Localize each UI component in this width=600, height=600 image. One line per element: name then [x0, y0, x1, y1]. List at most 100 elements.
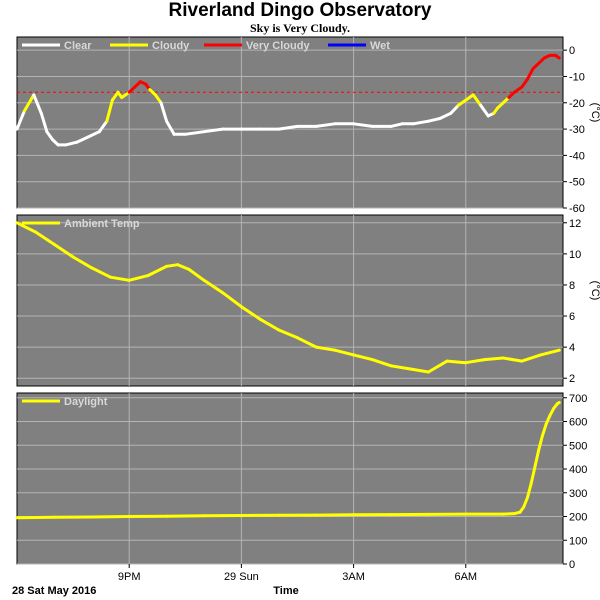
series-segment: [529, 465, 537, 485]
series-segment: [314, 345, 337, 352]
daylight-panel-bg: [16, 392, 564, 565]
series-segment: [471, 93, 483, 107]
series-segment: [389, 122, 404, 128]
y-tick-label: 0: [569, 559, 575, 571]
series-segment: [34, 230, 56, 246]
series-segment: [159, 101, 169, 123]
series-segment: [544, 414, 552, 426]
y-tick-label: 300: [569, 488, 587, 500]
series-segment: [187, 267, 206, 282]
daylight-y-ticks: 700 600 500 400 300 200 100 0: [563, 393, 587, 571]
series-segment: [512, 85, 524, 94]
y-tick-label: 100: [569, 535, 587, 547]
series-segment: [539, 348, 561, 357]
sky-status: Sky is Very Cloudy.: [249, 21, 351, 35]
series-segment: [110, 90, 120, 102]
series-segment: [456, 98, 468, 107]
series-segment: [64, 140, 79, 147]
series-segment: [370, 358, 393, 368]
sky-grid: [17, 37, 563, 209]
y-tick-label: 0: [569, 45, 575, 57]
series-segment: [39, 111, 49, 134]
series-segment: [438, 111, 453, 121]
y-tick-label: -20: [569, 98, 585, 110]
series-segment: [537, 434, 544, 452]
series-segment: [555, 401, 561, 406]
y-tick-label: -30: [569, 124, 585, 136]
page-title: Riverland Dingo Observatory: [168, 0, 432, 21]
series-segment: [277, 328, 299, 340]
x-tick-label: 29 Sun: [224, 571, 259, 583]
daylight-legend: Daylight: [22, 396, 108, 408]
sky-y-unit: (°C): [589, 103, 600, 123]
series-segment: [522, 496, 529, 509]
y-tick-label: 4: [569, 342, 575, 354]
series-segment: [90, 266, 112, 279]
daylight-grid: [17, 393, 563, 565]
time-axis-label: Time: [273, 585, 298, 597]
daylight-series: [15, 401, 561, 520]
y-tick-label: -10: [569, 71, 585, 83]
legend-label: Wet: [370, 40, 390, 52]
series-segment: [408, 367, 430, 374]
series-segment: [483, 356, 505, 362]
sky-temp-panel: Clear Cloudy Very Cloudy Wet 0 -10 -20 -30 -40 -…: [15, 36, 600, 215]
ambient-panel-bg: [16, 214, 564, 387]
ambient-grid: [17, 215, 563, 386]
series-segment: [554, 53, 561, 60]
y-tick-label: -50: [569, 177, 585, 189]
y-tick-label: 8: [569, 280, 575, 292]
series-segment: [15, 515, 56, 520]
series-segment: [15, 221, 38, 234]
series-segment: [520, 77, 529, 89]
series-segment: [109, 275, 131, 282]
x-tick-label: 9PM: [118, 571, 141, 583]
y-tick-label: 500: [569, 440, 587, 452]
series-segment: [526, 481, 533, 499]
sky-temp-series: [15, 53, 563, 147]
ambient-legend: Ambient Temp: [22, 218, 140, 230]
series-segment: [86, 130, 101, 139]
series-segment: [202, 127, 225, 134]
x-tick-label: 3AM: [342, 571, 365, 583]
y-tick-label: 700: [569, 393, 587, 405]
series-segment: [296, 336, 318, 349]
series-segment: [15, 109, 26, 131]
series-segment: [52, 243, 75, 259]
series-segment: [411, 119, 430, 126]
legend-label: Daylight: [64, 396, 108, 408]
x-tick-label: 6AM: [454, 571, 477, 583]
series-segment: [314, 122, 337, 128]
series-segment: [165, 263, 180, 268]
series-segment: [165, 119, 176, 136]
series-segment: [520, 353, 543, 363]
series-segment: [501, 356, 524, 363]
legend-label: Very Cloudy: [246, 40, 310, 52]
series-segment: [153, 93, 163, 105]
daylight-panel: Daylight 700 600 500 400 300 200 100 0: [15, 392, 587, 571]
ambient-temp-panel: Ambient Temp 12 10 8 6 4 2 (°C): [15, 214, 600, 387]
ambient-y-ticks: 12 10 8 6 4 2: [563, 218, 581, 385]
series-segment: [183, 130, 206, 136]
y-tick-label: -40: [569, 150, 585, 162]
legend-label: Cloudy: [152, 40, 190, 52]
series-segment: [426, 117, 442, 123]
series-segment: [479, 103, 490, 118]
y-tick-label: 600: [569, 417, 587, 429]
series-segment: [221, 291, 243, 309]
series-segment: [71, 255, 94, 270]
series-segment: [501, 512, 516, 516]
series-segment: [75, 135, 90, 144]
y-tick-label: -60: [569, 203, 585, 215]
series-segment: [389, 364, 412, 371]
sky-y-ticks: 0 -10 -20 -30 -40 -50 -60: [563, 45, 585, 215]
y-tick-label: 10: [569, 249, 581, 261]
ambient-y-unit: (°C): [589, 281, 600, 301]
legend-label: Clear: [64, 40, 92, 52]
series-segment: [426, 359, 449, 374]
series-segment: [352, 353, 374, 362]
series-segment: [176, 263, 191, 271]
series-segment: [277, 124, 299, 131]
legend-label: Ambient Temp: [64, 218, 140, 230]
